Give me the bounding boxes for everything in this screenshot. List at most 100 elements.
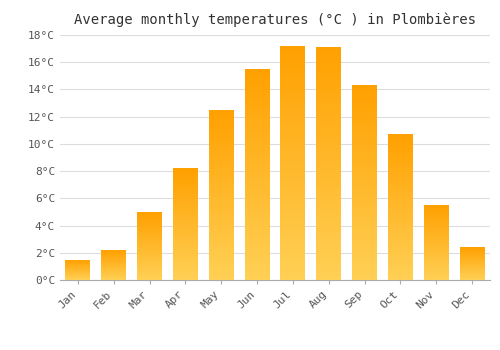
Bar (424, 225, 449, 226)
Bar (424, 245, 449, 246)
Bar (208, 114, 234, 116)
Bar (316, 257, 342, 260)
Bar (280, 163, 305, 166)
Bar (388, 254, 413, 256)
Bar (244, 270, 270, 272)
Bar (316, 222, 342, 225)
Bar (388, 165, 413, 167)
Bar (244, 217, 270, 219)
Bar (388, 220, 413, 222)
Bar (352, 175, 377, 178)
Bar (388, 145, 413, 147)
Bar (173, 241, 198, 242)
Bar (173, 170, 198, 171)
Bar (424, 235, 449, 236)
Bar (173, 184, 198, 185)
Bar (352, 197, 377, 200)
Bar (137, 254, 162, 256)
Bar (208, 127, 234, 129)
Bar (424, 246, 449, 247)
Bar (173, 173, 198, 174)
Bar (388, 183, 413, 186)
Bar (137, 257, 162, 258)
Bar (137, 219, 162, 220)
Bar (424, 227, 449, 228)
Bar (316, 76, 342, 79)
Bar (208, 261, 234, 263)
Bar (316, 129, 342, 132)
Bar (173, 227, 198, 229)
Bar (173, 215, 198, 216)
Bar (208, 189, 234, 191)
Bar (424, 254, 449, 255)
Bar (280, 236, 305, 239)
Bar (352, 229, 377, 231)
Bar (388, 233, 413, 234)
Bar (208, 165, 234, 167)
Bar (280, 116, 305, 119)
Bar (316, 190, 342, 193)
Bar (316, 111, 342, 114)
Bar (173, 178, 198, 180)
Bar (244, 90, 270, 93)
Bar (352, 209, 377, 212)
Bar (137, 266, 162, 267)
Bar (352, 244, 377, 246)
Bar (137, 216, 162, 217)
Bar (460, 248, 484, 249)
Bar (173, 192, 198, 194)
Bar (388, 218, 413, 220)
Bar (352, 141, 377, 144)
Bar (316, 155, 342, 158)
Bar (101, 253, 126, 254)
Bar (208, 244, 234, 246)
Bar (280, 49, 305, 52)
Bar (244, 130, 270, 132)
Bar (244, 85, 270, 88)
Bar (208, 252, 234, 254)
Bar (352, 251, 377, 253)
Bar (352, 278, 377, 280)
Bar (388, 178, 413, 180)
Bar (280, 169, 305, 172)
Bar (173, 188, 198, 189)
Bar (316, 62, 342, 65)
Bar (352, 136, 377, 139)
Bar (101, 263, 126, 264)
Bar (388, 144, 413, 145)
Bar (280, 128, 305, 131)
Bar (460, 247, 484, 248)
Bar (352, 107, 377, 110)
Bar (208, 214, 234, 216)
Bar (244, 206, 270, 209)
Bar (352, 222, 377, 224)
Bar (173, 266, 198, 267)
Bar (460, 257, 484, 258)
Bar (316, 79, 342, 82)
Bar (388, 274, 413, 277)
Bar (424, 240, 449, 241)
Bar (424, 264, 449, 265)
Bar (388, 216, 413, 218)
Bar (388, 162, 413, 163)
Bar (208, 199, 234, 201)
Bar (316, 265, 342, 268)
Bar (173, 235, 198, 237)
Bar (316, 193, 342, 196)
Bar (460, 272, 484, 273)
Bar (352, 151, 377, 154)
Bar (208, 276, 234, 278)
Bar (424, 239, 449, 240)
Bar (208, 246, 234, 248)
Bar (208, 172, 234, 174)
Bar (460, 256, 484, 257)
Bar (352, 117, 377, 119)
Bar (137, 241, 162, 242)
Bar (101, 255, 126, 256)
Bar (137, 260, 162, 261)
Bar (173, 202, 198, 203)
Bar (244, 106, 270, 108)
Bar (352, 132, 377, 134)
Bar (424, 272, 449, 273)
Bar (101, 261, 126, 262)
